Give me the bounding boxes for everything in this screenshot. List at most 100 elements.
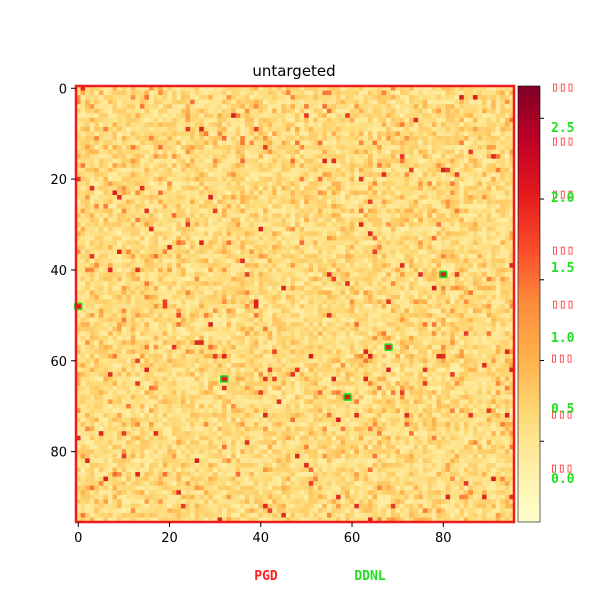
heatmap-cell <box>85 267 90 273</box>
heatmap-cell <box>139 158 145 164</box>
heatmap-cell <box>500 95 506 100</box>
heatmap-cell <box>358 249 364 255</box>
heatmap-cell <box>190 304 195 309</box>
heatmap-cell <box>450 135 455 141</box>
heatmap-cell <box>80 149 86 155</box>
heatmap-cell <box>249 131 255 137</box>
heatmap-cell <box>326 95 332 100</box>
heatmap-cell <box>240 304 246 309</box>
heatmap-cell <box>340 122 346 128</box>
heatmap-cell <box>185 222 191 228</box>
heatmap-cell <box>217 272 223 278</box>
heatmap-cell <box>336 108 341 114</box>
heatmap-cell <box>381 95 387 100</box>
heatmap-cell <box>158 181 163 187</box>
heatmap-cell <box>272 167 278 173</box>
heatmap-cell <box>345 290 351 296</box>
heatmap-cell <box>413 140 419 146</box>
heatmap-cell <box>135 135 141 141</box>
heatmap-cell <box>368 99 373 105</box>
heatmap-cell <box>231 172 236 178</box>
heatmap-cell <box>190 244 195 250</box>
heatmap-cell <box>117 158 122 164</box>
heatmap-cell <box>358 140 364 146</box>
heatmap-cell <box>395 231 401 237</box>
heatmap-cell <box>217 108 223 114</box>
heatmap-cell <box>345 181 351 187</box>
heatmap-cell <box>199 272 205 278</box>
heatmap-cell <box>176 181 182 187</box>
heatmap-cell <box>190 213 195 219</box>
heatmap-cell <box>459 290 465 296</box>
heatmap-cell <box>386 185 392 191</box>
heatmap-cell <box>509 217 515 223</box>
heatmap-cell <box>418 263 424 268</box>
heatmap-cell <box>436 199 442 205</box>
heatmap-cell <box>363 294 369 300</box>
heatmap-cell <box>139 185 145 191</box>
heatmap-cell <box>144 172 150 178</box>
heatmap-cell <box>130 176 136 182</box>
heatmap-cell <box>454 299 460 305</box>
heatmap-cell <box>326 285 332 291</box>
heatmap-cell <box>427 222 433 228</box>
heatmap-cell <box>167 199 173 205</box>
heatmap-cell <box>190 126 195 132</box>
heatmap-cell <box>240 263 246 268</box>
heatmap-cell <box>482 190 487 196</box>
heatmap-cell <box>98 149 104 155</box>
heatmap-cell <box>477 217 483 223</box>
heatmap-cell <box>418 208 424 214</box>
heatmap-cell <box>299 204 305 209</box>
heatmap-cell <box>472 294 478 300</box>
heatmap-cell <box>190 190 195 196</box>
heatmap-cell <box>441 244 446 250</box>
heatmap-cell <box>427 172 433 178</box>
heatmap-cell <box>212 258 218 264</box>
heatmap-cell <box>98 272 104 278</box>
heatmap-cell <box>308 154 314 159</box>
heatmap-cell <box>418 113 424 119</box>
heatmap-cell <box>135 222 141 228</box>
heatmap-cell <box>235 263 241 268</box>
heatmap-cell <box>272 308 278 314</box>
heatmap-cell <box>322 99 328 105</box>
heatmap-cell <box>495 235 501 241</box>
heatmap-cell <box>313 172 319 178</box>
heatmap-cell <box>431 99 437 105</box>
heatmap-cell <box>240 213 246 219</box>
heatmap-cell <box>276 304 282 309</box>
heatmap-cell <box>381 281 387 287</box>
heatmap-cell <box>130 281 136 287</box>
heatmap-cell <box>368 113 373 119</box>
heatmap-cell <box>431 313 437 318</box>
heatmap-cell <box>135 86 141 91</box>
heatmap-cell <box>472 276 478 282</box>
heatmap-cell <box>263 195 268 200</box>
heatmap-cell <box>409 304 414 309</box>
heatmap-cell <box>486 231 492 237</box>
heatmap-cell <box>308 167 314 173</box>
heatmap-cell <box>472 258 478 264</box>
heatmap-cell <box>345 208 351 214</box>
heatmap-cell <box>258 195 264 200</box>
heatmap-cell <box>418 217 424 223</box>
heatmap-cell <box>463 122 469 128</box>
heatmap-cell <box>112 276 118 282</box>
heatmap-cell <box>149 317 154 323</box>
heatmap-cell <box>450 217 455 223</box>
heatmap-cell <box>345 122 351 128</box>
heatmap-cell <box>85 145 90 150</box>
heatmap-cell <box>290 276 296 282</box>
heatmap-cell <box>208 276 214 282</box>
heatmap-cell <box>340 281 346 287</box>
heatmap-cell <box>112 135 118 141</box>
heatmap-cell <box>103 108 109 114</box>
heatmap-cell <box>281 181 287 187</box>
heatmap-cell <box>103 213 109 219</box>
heatmap-cell <box>441 308 446 314</box>
heatmap-cell <box>472 163 478 169</box>
heatmap-cell <box>158 281 163 287</box>
heatmap-cell <box>482 149 487 155</box>
heatmap-cell <box>194 222 200 228</box>
